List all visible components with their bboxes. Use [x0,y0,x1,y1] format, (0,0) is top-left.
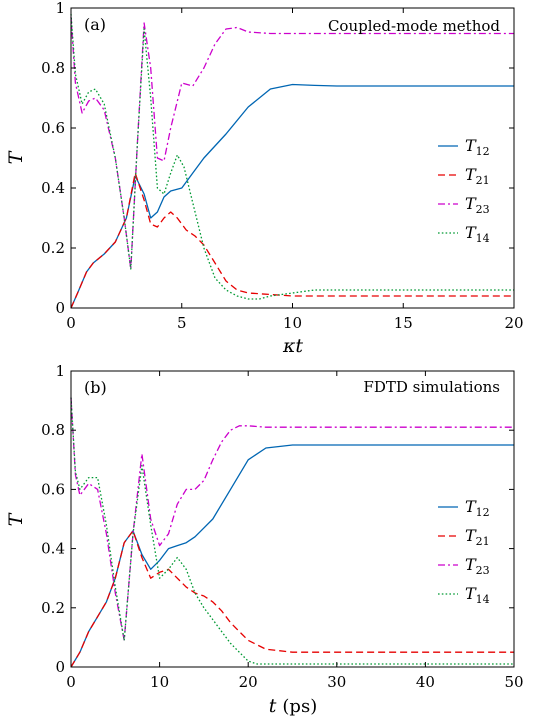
y-tick-label: 0.2 [41,239,65,257]
legend-label-t12: T12 [465,497,490,519]
series-line-t23 [70,397,514,642]
x-tick-label: 50 [504,673,523,691]
legend-label-t14: T14 [465,584,490,606]
legend-label-t23: T23 [465,194,490,216]
y-tick-label: 0 [55,658,65,676]
series-line-t12 [70,83,514,309]
axes-frame-a [70,7,515,309]
y-tick-label: 0.4 [41,179,65,197]
panel-title-b: FDTD simulations [363,378,500,396]
x-tick-label: 20 [504,314,523,332]
x-tick-label: 10 [283,314,302,332]
x-tick-label: 0 [66,673,76,691]
plot-area-a [70,13,514,309]
y-tick-label: 0.2 [41,599,65,617]
x-tick-label: 40 [416,673,435,691]
series-line-t21 [70,172,514,309]
ticks-a: 0 5 10 15 20 0 0.2 0.4 0.6 0.8 1 [41,0,523,332]
y-tick-label: 0.8 [41,59,65,77]
plot-area-b [70,397,514,668]
legend-label-t14: T14 [465,223,490,245]
series-line-t14 [70,397,514,665]
y-tick-label: 0.4 [41,540,65,558]
legend-a: T12 T21 T23 T14 [438,136,490,245]
x-axis-label-b: t (ps) [269,695,317,717]
y-tick-label: 0 [55,299,65,317]
y-tick-label: 1 [55,0,65,17]
legend-label-t21: T21 [465,526,490,548]
x-axis-label-a: κt [282,335,303,357]
series-line-t12 [70,444,514,668]
y-tick-label: 0.6 [41,480,65,498]
ticks-b: 0 10 20 30 40 50 0 0.2 0.4 0.6 0.8 1 [41,362,523,691]
panel-a: 0 5 10 15 20 0 0.2 0.4 0.6 0.8 1 (a) Coupled-mode … [5,0,524,357]
y-axis-label-a: T [5,150,27,164]
x-tick-label: 15 [394,314,413,332]
x-tick-label: 5 [177,314,187,332]
y-tick-label: 0.6 [41,119,65,137]
legend-b: T12 T21 T23 T14 [438,497,490,606]
y-axis-label-b: T [5,512,27,526]
series-line-t14 [70,13,514,300]
x-axis-label-b-main: t [269,695,277,717]
series-line-t23 [70,16,514,270]
y-tick-label: 0.8 [41,421,65,439]
y-tick-label: 1 [55,362,65,380]
axes-frame-b [70,370,515,668]
legend-label-t21: T21 [465,165,490,187]
panel-tag-a: (a) [84,15,106,34]
series-line-t21 [70,530,514,668]
x-tick-label: 30 [327,673,346,691]
legend-label-t12: T12 [465,136,490,158]
panel-b: 0 10 20 30 40 50 0 0.2 0.4 0.6 0.8 1 (b) FDTD simul… [5,362,524,717]
x-tick-label: 20 [239,673,258,691]
x-tick-label: 10 [150,673,169,691]
panel-tag-b: (b) [84,378,107,397]
x-tick-label: 0 [66,314,76,332]
legend-label-t23: T23 [465,555,490,577]
x-axis-label-b-unit: (ps) [282,696,317,717]
panel-title-a: Coupled-mode method [328,17,500,35]
